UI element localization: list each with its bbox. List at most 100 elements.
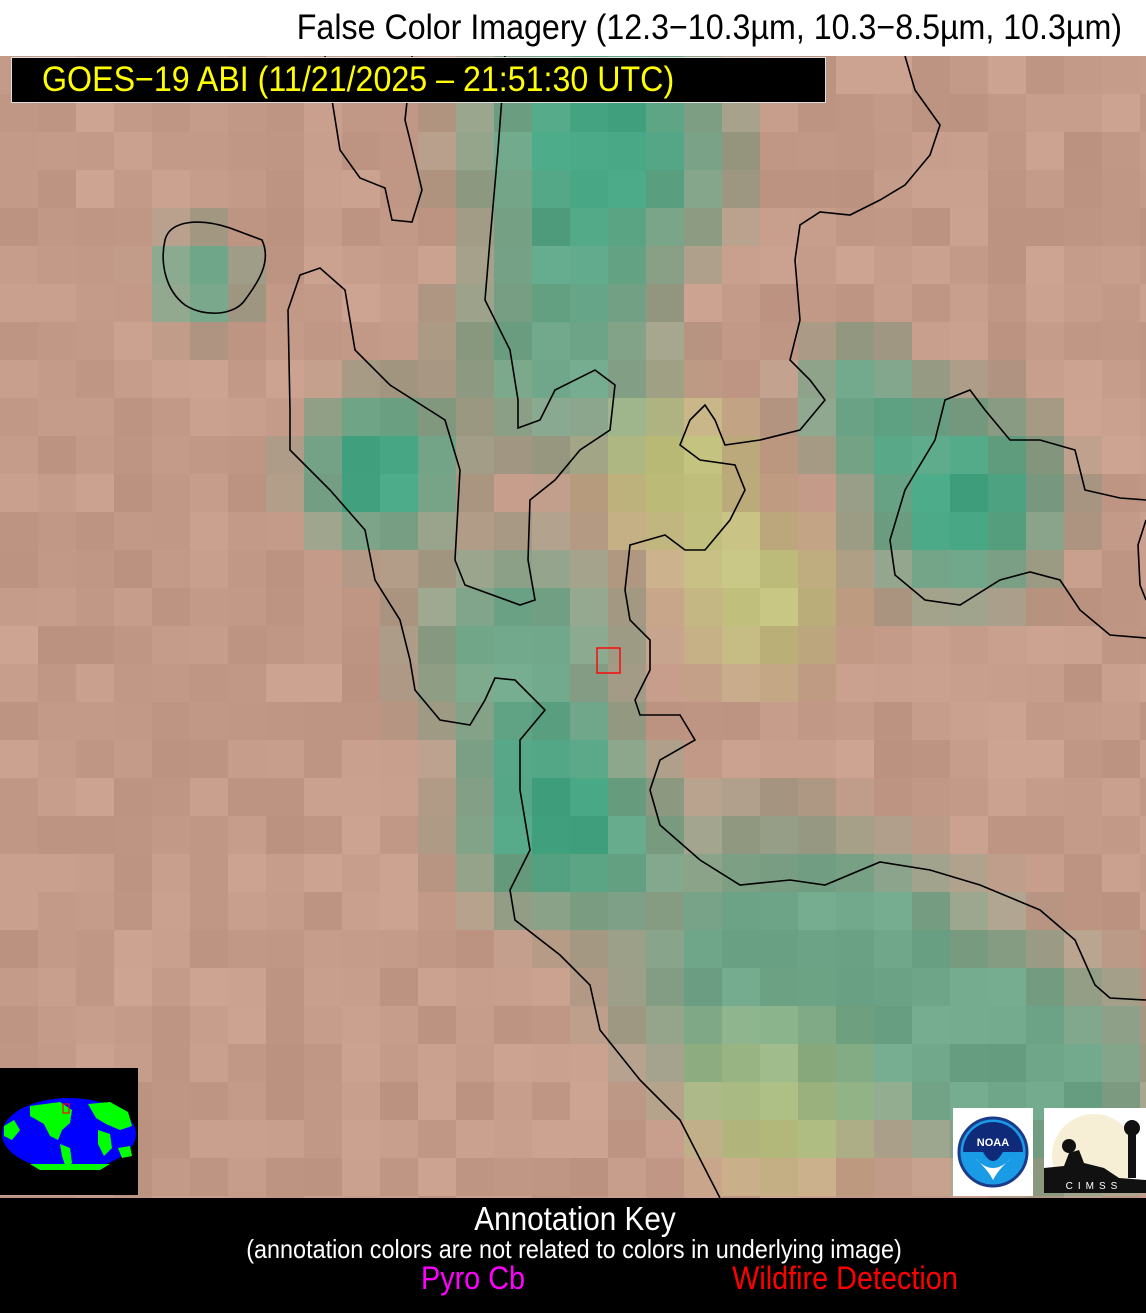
imagery-pixel xyxy=(608,892,646,930)
imagery-pixel xyxy=(342,550,380,588)
imagery-pixel xyxy=(190,968,228,1006)
imagery-pixel xyxy=(342,1044,380,1082)
imagery-pixel xyxy=(760,740,798,778)
imagery-pixel xyxy=(912,892,950,930)
imagery-pixel xyxy=(684,930,722,968)
imagery-pixel xyxy=(304,398,342,436)
imagery-pixel xyxy=(342,322,380,360)
imagery-pixel xyxy=(304,778,342,816)
imagery-pixel xyxy=(266,816,304,854)
imagery-pixel xyxy=(0,892,38,930)
imagery-pixel xyxy=(988,588,1026,626)
imagery-pixel xyxy=(684,208,722,246)
imagery-pixel xyxy=(266,778,304,816)
imagery-pixel xyxy=(228,512,266,550)
imagery-pixel xyxy=(494,1006,532,1044)
imagery-pixel xyxy=(722,740,760,778)
imagery-pixel xyxy=(0,398,38,436)
imagery-pixel xyxy=(1140,626,1146,664)
imagery-pixel xyxy=(1102,930,1140,968)
imagery-pixel xyxy=(532,1196,570,1198)
imagery-pixel xyxy=(646,436,684,474)
imagery-pixel xyxy=(114,778,152,816)
imagery-pixel xyxy=(456,702,494,740)
imagery-pixel xyxy=(950,246,988,284)
imagery-pixel xyxy=(1026,588,1064,626)
imagery-pixel xyxy=(456,512,494,550)
imagery-pixel xyxy=(76,322,114,360)
imagery-pixel xyxy=(152,816,190,854)
imagery-pixel xyxy=(0,360,38,398)
imagery-pixel xyxy=(1102,398,1140,436)
imagery-pixel xyxy=(494,968,532,1006)
imagery-pixel xyxy=(304,1044,342,1082)
imagery-pixel xyxy=(836,1044,874,1082)
imagery-pixel xyxy=(1140,170,1146,208)
imagery-pixel xyxy=(304,664,342,702)
imagery-pixel xyxy=(646,816,684,854)
imagery-pixel xyxy=(874,322,912,360)
imagery-pixel xyxy=(38,778,76,816)
imagery-pixel xyxy=(988,1196,1026,1198)
imagery-pixel xyxy=(646,968,684,1006)
imagery-pixel xyxy=(418,322,456,360)
imagery-pixel xyxy=(798,360,836,398)
imagery-pixel xyxy=(760,1196,798,1198)
imagery-pixel xyxy=(0,512,38,550)
imagery-pixel xyxy=(836,246,874,284)
imagery-pixel xyxy=(988,892,1026,930)
contour-bay xyxy=(889,389,1146,639)
imagery-pixel xyxy=(228,284,266,322)
imagery-pixel xyxy=(912,1082,950,1120)
imagery-pixel xyxy=(912,968,950,1006)
imagery-pixel xyxy=(266,398,304,436)
imagery-pixel xyxy=(836,664,874,702)
imagery-pixel xyxy=(1026,170,1064,208)
imagery-pixel xyxy=(988,702,1026,740)
imagery-pixel xyxy=(380,436,418,474)
imagery-pixel xyxy=(684,398,722,436)
imagery-pixel xyxy=(228,778,266,816)
imagery-pixel xyxy=(646,474,684,512)
imagery-pixel xyxy=(1140,436,1146,474)
imagery-pixel xyxy=(1102,854,1140,892)
imagery-pixel xyxy=(532,322,570,360)
imagery-pixel xyxy=(190,474,228,512)
imagery-pixel xyxy=(418,1196,456,1198)
imagery-pixel xyxy=(1102,664,1140,702)
imagery-pixel xyxy=(1064,246,1102,284)
imagery-pixel xyxy=(114,474,152,512)
imagery-pixel xyxy=(684,1006,722,1044)
imagery-pixel xyxy=(646,1044,684,1082)
imagery-pixel xyxy=(950,588,988,626)
imagery-pixel xyxy=(760,892,798,930)
imagery-pixel xyxy=(266,436,304,474)
imagery-pixel xyxy=(570,1158,608,1196)
imagery-pixel xyxy=(0,816,38,854)
imagery-pixel xyxy=(646,626,684,664)
imagery-pixel xyxy=(0,1006,38,1044)
imagery-pixel xyxy=(912,170,950,208)
imagery-pixel xyxy=(1026,436,1064,474)
imagery-pixel xyxy=(722,550,760,588)
contour-edge xyxy=(1137,519,1146,601)
imagery-pixel xyxy=(1026,1006,1064,1044)
imagery-pixel xyxy=(988,968,1026,1006)
imagery-pixel xyxy=(1102,436,1140,474)
imagery-pixel xyxy=(1102,208,1140,246)
imagery-pixel xyxy=(304,816,342,854)
imagery-pixel xyxy=(380,892,418,930)
imagery-pixel xyxy=(38,816,76,854)
imagery-pixel xyxy=(722,778,760,816)
imagery-pixel xyxy=(722,664,760,702)
imagery-pixel xyxy=(456,284,494,322)
imagery-pixel xyxy=(646,1196,684,1198)
imagery-pixel xyxy=(418,436,456,474)
imagery-pixel xyxy=(494,588,532,626)
imagery-pixel xyxy=(950,1006,988,1044)
imagery-pixel xyxy=(76,778,114,816)
imagery-pixel xyxy=(1102,892,1140,930)
imagery-pixel xyxy=(152,930,190,968)
imagery-pixel xyxy=(798,512,836,550)
imagery-pixel xyxy=(228,1006,266,1044)
